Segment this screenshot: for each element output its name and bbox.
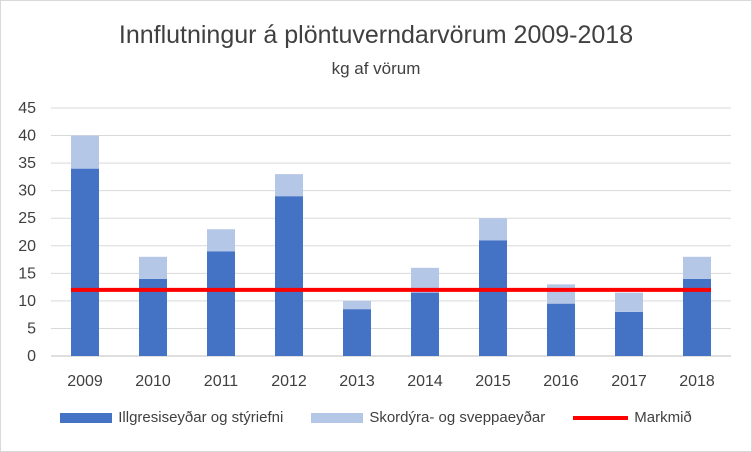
legend-item-series-2: Skordýra- og sveppaeyðar xyxy=(311,409,545,426)
y-tick-label: 30 xyxy=(18,183,36,200)
x-tick-label: 2010 xyxy=(135,373,171,390)
bar-herbicides xyxy=(411,292,439,356)
x-tick-label: 2013 xyxy=(339,373,375,390)
bar-insecticides-fungicides xyxy=(615,292,643,312)
legend-item-target: Markmið xyxy=(573,409,692,426)
x-tick-label: 2011 xyxy=(204,373,239,390)
y-tick-label: 15 xyxy=(18,265,36,282)
x-tick-label: 2012 xyxy=(271,373,307,390)
x-tick-label: 2009 xyxy=(67,373,103,390)
bar-insecticides-fungicides xyxy=(275,174,303,197)
y-tick-label: 25 xyxy=(18,210,36,227)
legend-label-series-1: Illgresiseyðar og stýriefni xyxy=(118,409,284,426)
bar-herbicides xyxy=(71,168,99,356)
x-tick-label: 2018 xyxy=(679,373,715,390)
y-tick-label: 45 xyxy=(18,100,36,117)
y-tick-label: 5 xyxy=(27,320,36,337)
bar-insecticides-fungicides xyxy=(207,229,235,252)
legend: Illgresiseyðar og stýriefni Skordýra- og… xyxy=(1,409,751,426)
bar-herbicides xyxy=(479,240,507,356)
bar-insecticides-fungicides xyxy=(71,135,99,169)
bar-herbicides xyxy=(343,309,371,356)
bar-insecticides-fungicides xyxy=(139,256,167,279)
legend-swatch-series-1 xyxy=(60,412,113,423)
legend-label-series-2: Skordýra- og sveppaeyðar xyxy=(369,409,546,426)
chart-title: Innflutningur á plöntuverndarvörum 2009-… xyxy=(118,21,634,49)
legend-swatch-target xyxy=(573,415,629,420)
y-tick-label: 20 xyxy=(18,238,36,255)
bar-herbicides xyxy=(207,251,235,356)
x-tick-label: 2015 xyxy=(475,373,511,390)
x-tick-label: 2017 xyxy=(611,373,647,390)
legend-item-series-1: Illgresiseyðar og stýriefni xyxy=(60,409,283,426)
legend-swatch-series-2 xyxy=(311,412,364,423)
x-tick-label: 2016 xyxy=(543,373,579,390)
x-tick-label: 2014 xyxy=(407,373,443,390)
y-tick-label: 40 xyxy=(18,128,36,145)
bar-herbicides xyxy=(615,311,643,356)
bar-insecticides-fungicides xyxy=(547,284,575,304)
bar-herbicides xyxy=(275,196,303,356)
legend-label-target: Markmið xyxy=(634,409,692,426)
bar-insecticides-fungicides xyxy=(479,218,507,241)
bar-insecticides-fungicides xyxy=(343,300,371,310)
y-tick-label: 10 xyxy=(18,293,36,310)
bar-insecticides-fungicides xyxy=(683,256,711,279)
y-tick-label: 35 xyxy=(18,155,36,172)
chart-subtitle: kg af vörum xyxy=(331,59,421,78)
y-tick-label: 0 xyxy=(27,348,36,365)
bar-herbicides xyxy=(547,303,575,356)
